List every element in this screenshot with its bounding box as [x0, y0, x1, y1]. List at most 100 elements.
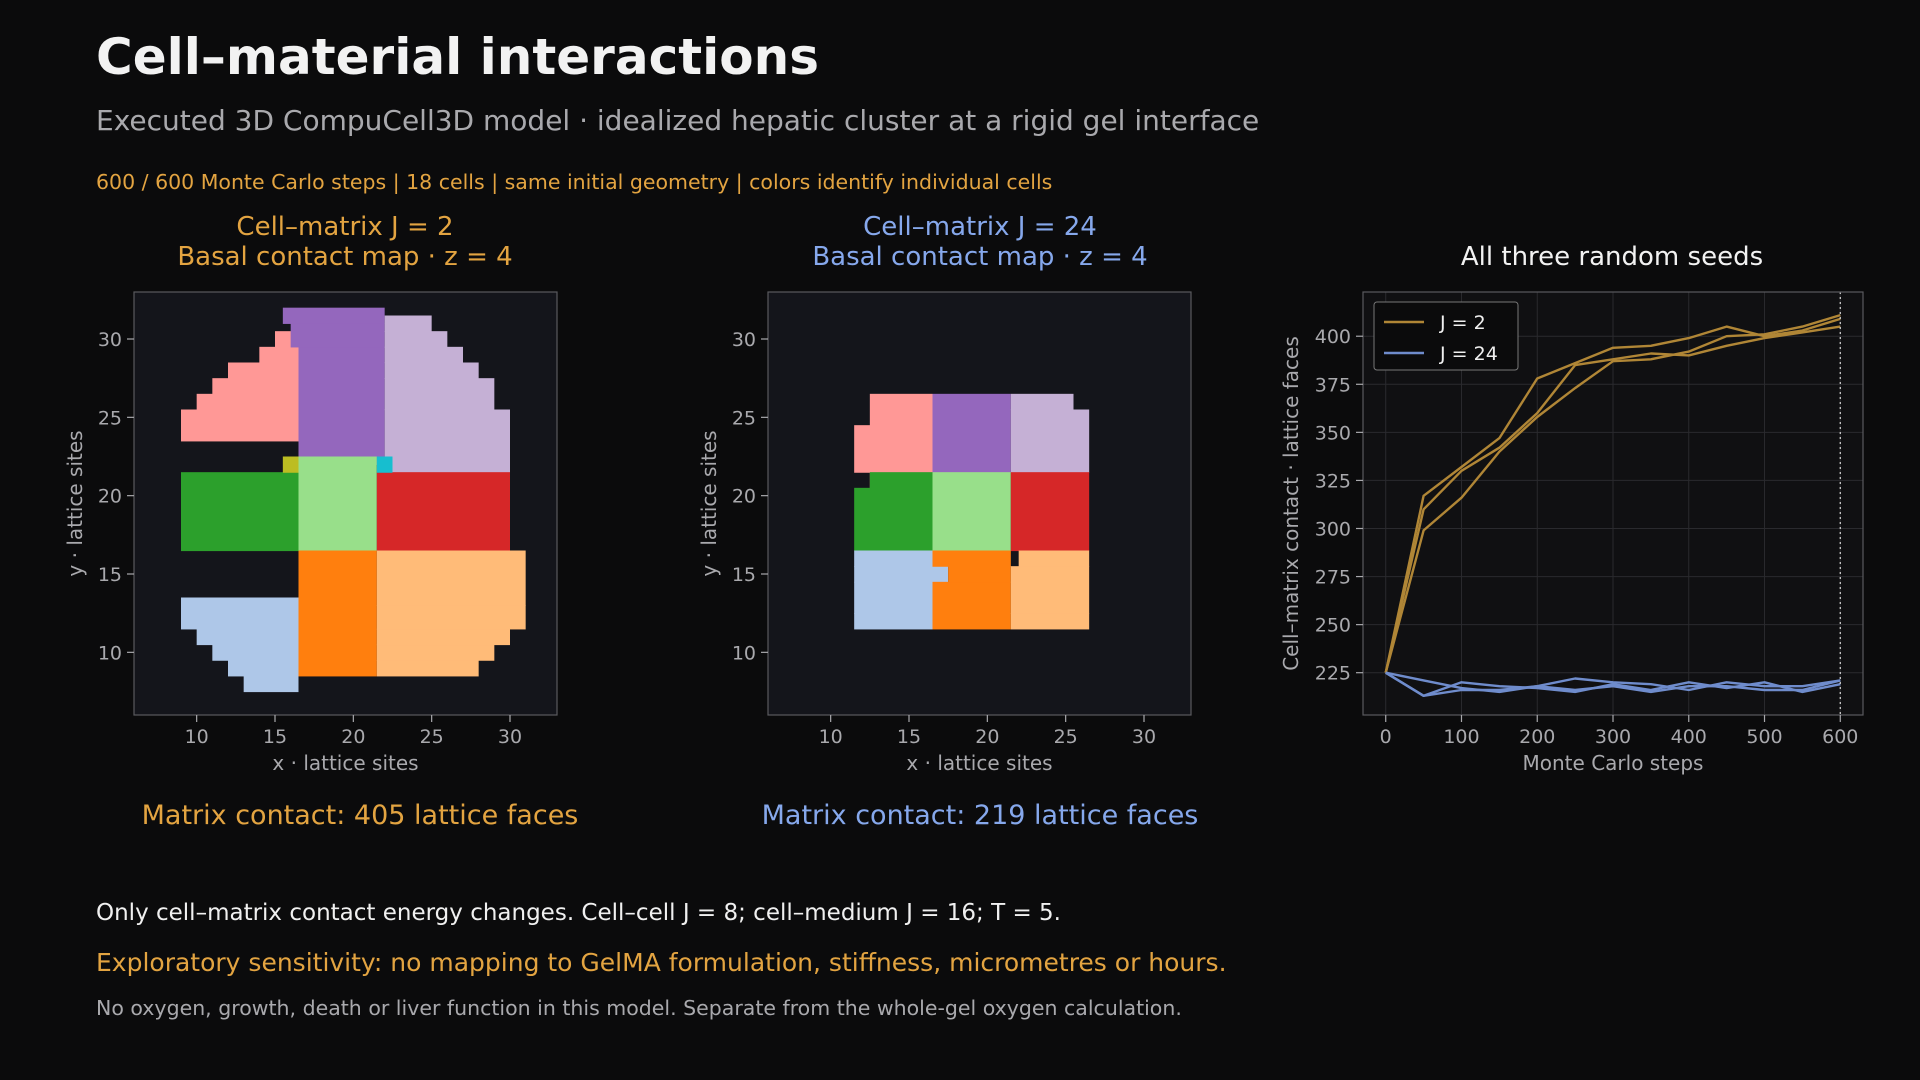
- panel2-contact-caption: Matrix contact: 219 lattice faces: [761, 800, 1199, 831]
- cell-region: [948, 566, 1011, 583]
- cell-region: [854, 487, 933, 552]
- cell-10: [282, 456, 299, 473]
- x-tick-label: 600: [1822, 726, 1858, 748]
- x-tick-label: 15: [897, 726, 921, 748]
- cell-region: [228, 660, 299, 677]
- y-tick-label: 300: [1315, 518, 1351, 540]
- lattice-panel-2: 10 15 20 25 30 10 15 20 25 30 x · lattice sites y ·…: [697, 291, 1192, 775]
- cell-region: [384, 315, 432, 332]
- x-tick-label: 10: [185, 726, 209, 748]
- cell-region: [282, 307, 385, 324]
- y-tick-label: 30: [732, 329, 756, 351]
- series-line-2: [1384, 325, 1841, 673]
- cell-region: [1010, 613, 1090, 630]
- series-line-4: [1385, 671, 1841, 697]
- cell-region: [384, 409, 510, 473]
- series-line-1: [1384, 317, 1841, 673]
- cell-9: [1010, 550, 1090, 630]
- cell-region: [384, 378, 495, 411]
- y-tick-label: 325: [1315, 470, 1351, 492]
- note-energy: Only cell–matrix contact energy changes.…: [96, 900, 1061, 926]
- x-tick-label: 0: [1380, 726, 1392, 748]
- cell-region: [243, 675, 299, 693]
- panel2-title: Cell–matrix J = 24: [863, 212, 1097, 242]
- cell-5: [298, 456, 377, 552]
- cell-region: [376, 456, 393, 473]
- y-tick-label: 225: [1315, 663, 1351, 685]
- cell-region: [869, 472, 933, 489]
- cell-region: [932, 393, 1011, 473]
- cell-8: [932, 550, 1011, 630]
- panel2-title-block: Cell–matrix J = 24 Basal contact map · z…: [785, 212, 1175, 272]
- x-axis-label: x · lattice sites: [906, 751, 1052, 775]
- cell-region: [854, 613, 933, 630]
- cell-3: [384, 315, 510, 473]
- cell-region: [181, 472, 299, 552]
- cell-6: [376, 472, 510, 552]
- x-tick-label: 100: [1443, 726, 1479, 748]
- y-tick-label: 10: [98, 642, 122, 664]
- x-tick-label: 200: [1519, 726, 1555, 748]
- x-tick-label: 400: [1671, 726, 1707, 748]
- x-tick-label: 25: [1054, 726, 1078, 748]
- cell-3: [1010, 393, 1090, 473]
- run-summary: 600 / 600 Monte Carlo steps | 18 cells |…: [96, 170, 1053, 194]
- cell-region: [1018, 550, 1090, 567]
- cell-1: [181, 331, 299, 442]
- cell-region: [376, 644, 495, 661]
- cell-region: [181, 597, 299, 614]
- cell-region: [290, 323, 385, 348]
- cell-5: [932, 472, 1011, 552]
- cell-region: [384, 362, 479, 379]
- note-scope: No oxygen, growth, death or liver functi…: [96, 996, 1182, 1020]
- y-axis-label: y · lattice sites: [697, 430, 721, 576]
- series-line-5: [1385, 671, 1841, 697]
- x-tick-label: 20: [341, 726, 365, 748]
- x-tick-label: 20: [975, 726, 999, 748]
- cell-2: [282, 307, 385, 465]
- y-tick-label: 350: [1315, 422, 1351, 444]
- cell-region: [376, 550, 526, 606]
- cell-region: [932, 472, 1011, 552]
- cell-region: [298, 456, 377, 552]
- lattice-panel-1: 10 15 20 25 30 10 15 20 25 30 x · lattice sites y ·…: [63, 291, 558, 775]
- cell-region: [384, 346, 463, 364]
- cell-region: [196, 393, 299, 411]
- legend-label: J = 24: [1439, 343, 1498, 365]
- x-tick-label: 25: [420, 726, 444, 748]
- cell-region: [212, 378, 299, 395]
- series-line-3: [1384, 313, 1841, 674]
- cell-region: [854, 581, 933, 614]
- cell-region: [1010, 409, 1090, 473]
- cell-7: [854, 550, 949, 630]
- cell-region: [212, 644, 299, 661]
- y-tick-label: 400: [1315, 326, 1351, 348]
- series-line-6: [1385, 671, 1841, 694]
- cell-8: [298, 550, 377, 677]
- y-tick-label: 15: [732, 564, 756, 586]
- cell-region: [1010, 566, 1090, 614]
- cell-region: [932, 550, 1011, 567]
- cell-7: [181, 597, 299, 693]
- cell-4: [854, 472, 933, 552]
- y-axis-label: y · lattice sites: [63, 430, 87, 576]
- panel1-subtitle: Basal contact map · z = 4: [177, 242, 513, 272]
- legend: J = 2 J = 24: [1373, 301, 1519, 371]
- cell-region: [376, 660, 479, 677]
- cell-11: [376, 456, 393, 473]
- cell-9: [376, 550, 526, 677]
- y-tick-label: 275: [1315, 567, 1351, 589]
- panel2-subtitle: Basal contact map · z = 4: [812, 242, 1148, 272]
- y-tick-label: 25: [732, 407, 756, 429]
- panel1-title: Cell–matrix J = 2: [236, 212, 454, 242]
- y-tick-label: 25: [98, 407, 122, 429]
- plot-frame: [767, 291, 1192, 716]
- cell-region: [298, 550, 377, 677]
- cell-region: [196, 628, 299, 646]
- x-tick-label: 30: [498, 726, 522, 748]
- cell-region: [228, 362, 299, 379]
- y-tick-label: 20: [732, 486, 756, 508]
- cell-region: [854, 550, 933, 567]
- cell-region: [932, 581, 1011, 630]
